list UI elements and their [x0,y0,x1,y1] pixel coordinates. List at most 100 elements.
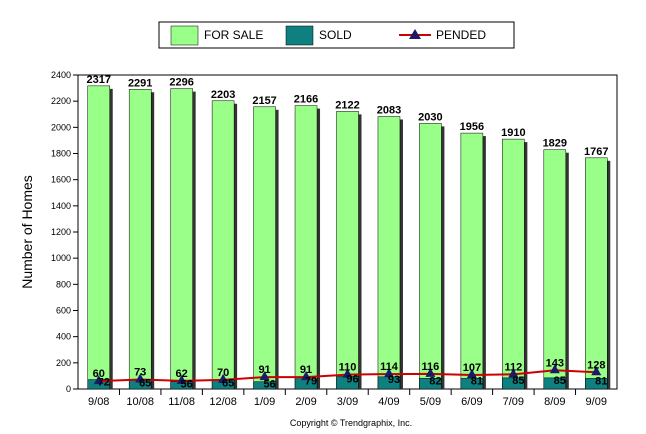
x-tick-label: 9/08 [88,396,109,408]
sold-value-label: 85 [512,375,524,387]
sold-value-label: 82 [429,375,441,387]
sold-value-label: 56 [181,379,193,391]
y-tick-label: 2400 [51,70,71,80]
legend-swatch-for-sale [170,25,199,46]
pended-marker [549,364,560,374]
pended-marker [176,374,187,384]
y-tick-label: 1000 [51,253,71,263]
for-sale-bar [253,106,276,390]
y-tick-label: 1600 [51,175,71,185]
sold-bar [253,381,276,390]
y-tick-label: 200 [56,358,71,368]
x-tick-label: 5/09 [420,396,441,408]
for-sale-value-label: 2166 [294,94,318,106]
y-tick-label: 1800 [51,149,71,159]
sold-bar [585,378,608,390]
sold-bar [460,378,484,390]
for-sale-bar [377,116,401,390]
legend-label-for-sale: FOR SALE [204,28,263,42]
pended-marker [93,375,104,385]
x-tick-label: 3/09 [337,396,358,408]
sold-bar [543,377,567,390]
y-axis-label: Number of Homes [19,175,35,289]
sold-value-label: 79 [305,376,317,388]
for-sale-bar [543,149,567,390]
data-labels: 2317 2291 2296 2203 2157 2166 2122 2083 2030 1956… [86,74,608,391]
legend-box [158,21,515,49]
pended-marker [591,366,602,376]
for-sale-bar [460,132,484,390]
for-sale-value-label: 1767 [584,146,608,158]
for-sale-bar [170,88,193,390]
legend-marker-pended [409,29,421,39]
pended-value-label: 116 [422,361,440,373]
sold-value-label: 65 [222,377,234,389]
for-sale-value-label: 2317 [86,74,110,86]
sold-value-label: 56 [263,379,275,391]
pended-marker [342,368,353,378]
y-tick-label: 2200 [51,96,71,106]
pended-marker [301,371,312,381]
sold-value-label: 81 [595,375,607,387]
for-sale-value-label: 2122 [335,99,359,111]
legend: FOR SALE SOLD PENDED [158,21,515,49]
x-tick-label: 4/09 [378,396,399,408]
x-tick-label: 11/08 [168,396,195,408]
legend-label-sold: SOLD [319,28,352,42]
pended-value-label: 107 [463,362,481,374]
legend-swatch-sold [285,25,314,46]
pended-value-label: 114 [380,361,399,373]
for-sale-bar [87,85,110,390]
x-tick-label: 6/09 [461,396,482,408]
for-sale-value-label: 2083 [377,104,401,116]
sold-value-label: 65 [139,377,151,389]
for-sale-value-label: 2157 [252,95,276,107]
pended-value-label: 143 [546,357,564,369]
pended-marker [508,368,519,378]
x-tick-label: 8/09 [544,396,565,408]
pended-value-label: 70 [217,367,229,379]
x-tick-label: 7/09 [503,396,524,408]
for-sale-value-label: 2030 [418,111,442,123]
for-sale-bar [419,123,442,390]
pended-line [93,364,602,385]
sold-bar [502,377,525,390]
sold-value-label: 96 [346,373,358,385]
for-sale-bar [211,100,235,390]
pended-value-label: 60 [93,368,105,380]
sold-value-label: 85 [554,375,566,387]
x-tick-label: 9/09 [586,396,607,408]
for-sale-value-label: 2296 [169,77,193,89]
pended-marker [135,373,146,383]
y-tick-label: 600 [56,306,71,316]
for-sale-value-label: 2291 [128,77,152,89]
y-tick-label: 0 [66,384,71,394]
for-sale-value-label: 1956 [460,121,484,133]
y-tick-label: 1400 [51,201,71,211]
y-tick-label: 800 [56,279,71,289]
y-tick-label: 2000 [51,122,71,132]
pended-value-label: 110 [339,362,357,374]
x-tick-label: 10/08 [126,396,154,408]
sold-value-label: 81 [471,375,483,387]
sold-bars [87,376,608,390]
sold-bar [419,378,442,390]
copyright-text: Copyright © Trendgraphix, Inc. [290,418,412,428]
for-sale-bar [294,105,318,390]
x-axis: 9/08 10/08 11/08 12/08 1/09 2/09 3/09 4/09 5/09 6… [88,389,607,408]
pended-marker [218,373,229,383]
pended-marker [383,368,394,378]
for-sale-value-label: 2203 [211,89,235,101]
pended-value-label: 91 [258,364,270,376]
for-sale-value-label: 1829 [543,138,567,150]
x-tick-label: 12/08 [209,396,237,408]
sold-value-label: 72 [98,377,110,389]
pended-marker [466,369,477,379]
y-tick-label: 400 [56,332,71,342]
pended-marker [425,367,436,377]
pended-value-label: 91 [300,364,312,376]
for-sale-value-label: 1910 [501,127,525,139]
for-sale-bar [585,157,608,390]
pended-value-label: 73 [134,366,146,378]
for-sale-bar [128,89,152,390]
